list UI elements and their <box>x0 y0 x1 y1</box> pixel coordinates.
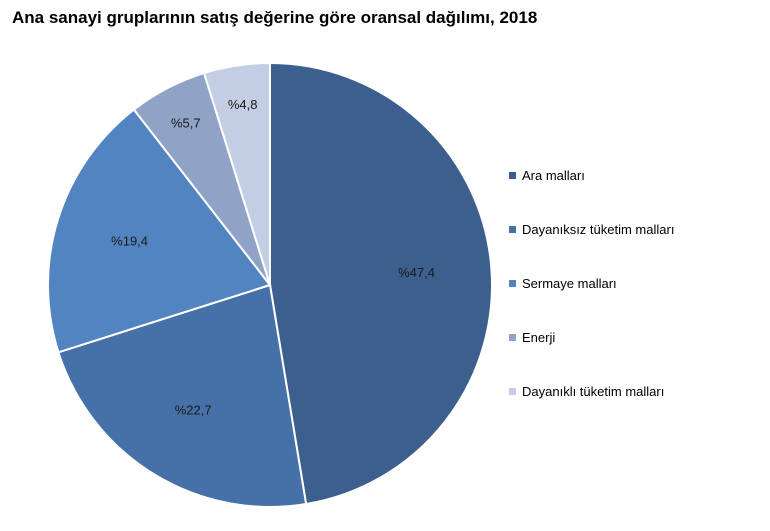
pie-slice-2 <box>57 283 308 508</box>
slice-label-2: %22,7 <box>175 402 212 417</box>
legend-item-5: Dayanıklı tüketim malları <box>509 382 674 400</box>
pie-slice-1 <box>269 61 493 506</box>
legend-swatch <box>509 279 516 287</box>
legend-label: Ara malları <box>522 167 585 183</box>
slice-label-3: %19,4 <box>111 233 148 248</box>
legend-swatch <box>509 333 516 341</box>
legend-label: Dayanıksız tüketim malları <box>522 221 675 237</box>
legend-item-1: Ara malları <box>509 166 674 184</box>
chart-title: Ana sanayi gruplarının satış değerine gö… <box>12 8 538 27</box>
chart-legend: Ara malları Dayanıksız tüketim malları Ser… <box>509 166 674 436</box>
slice-label-1: %47,4 <box>398 265 435 280</box>
legend-swatch <box>509 171 516 179</box>
legend-item-4: Enerji <box>509 328 674 346</box>
legend-item-2: Dayanıksız tüketim malları <box>509 220 674 238</box>
legend-label: Sermaye malları <box>522 275 617 291</box>
legend-item-3: Sermaye malları <box>509 274 674 292</box>
legend-label: Enerji <box>522 329 556 345</box>
legend-swatch <box>509 387 516 395</box>
pie-slice-5 <box>202 61 271 286</box>
legend-label: Dayanıklı tüketim malları <box>522 383 665 399</box>
slice-label-4: %5,7 <box>171 116 201 131</box>
legend-swatch <box>509 225 516 233</box>
pie-slice-3 <box>47 108 272 354</box>
slice-label-5: %4,8 <box>228 97 258 112</box>
